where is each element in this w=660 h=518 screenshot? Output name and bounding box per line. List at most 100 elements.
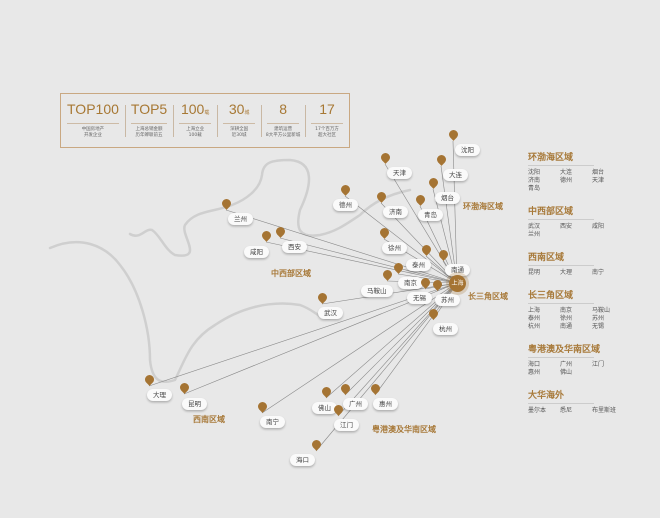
region-city: 布里斯班	[592, 407, 617, 414]
region-city: 天津	[592, 177, 605, 184]
stat-value-box: 8	[267, 100, 300, 124]
stat-value-box: 17	[311, 101, 344, 124]
stat-unit: 载	[204, 109, 210, 116]
route-line	[384, 163, 458, 284]
stat-caption: 8大平方公里新城	[265, 132, 301, 138]
region-city: 西安	[560, 223, 573, 230]
stat-unit: 城	[244, 109, 250, 116]
city-label[interactable]: 沈阳	[455, 144, 480, 156]
region-label: 中西部区域	[271, 269, 311, 278]
region-city-list: 海口 广州 江门 惠州 佛山	[528, 361, 638, 377]
city-label[interactable]: 大理	[147, 389, 172, 401]
city-label[interactable]: 惠州	[373, 398, 398, 410]
stat-item: 8 建筑运营 8大平方公里新城	[261, 101, 305, 141]
stat-value-box: TOP100	[67, 101, 119, 124]
city-label[interactable]: 江门	[334, 419, 359, 431]
city-label[interactable]: 苏州	[435, 294, 460, 306]
city-label[interactable]: 兰州	[228, 213, 253, 225]
stat-item: TOP100 中国房地产 开发企业	[61, 101, 125, 141]
region-city-list: 上海 南京 马鞍山 泰州 徐州 苏州 杭州 南通 无锡	[528, 307, 638, 331]
stat-value: 30	[228, 100, 245, 117]
route-line	[148, 282, 458, 387]
region-list-panel: 环渤海区域 沈阳 大连 烟台 济南 德州 天津 青岛 中西部区域 武汉 西安 咸阳 兰州 西南区域 昆明 大理…	[528, 150, 638, 426]
route-line	[279, 237, 458, 284]
region-city: 海口	[528, 361, 541, 368]
city-label[interactable]: 南宁	[260, 416, 285, 428]
region-group-title: 大华海外	[528, 388, 594, 404]
city-label[interactable]: 济南	[383, 206, 408, 218]
region-group: 粤港澳及华南区域 海口 广州 江门 惠州 佛山	[528, 342, 638, 377]
stat-caption: 上海立业	[186, 126, 205, 132]
city-label[interactable]: 武汉	[318, 307, 343, 319]
stat-caption: 超大社区	[318, 132, 337, 138]
city-label[interactable]: 天津	[387, 167, 412, 179]
region-city: 江门	[592, 361, 605, 368]
city-label[interactable]: 青岛	[418, 209, 443, 221]
region-city: 大连	[560, 169, 573, 176]
region-group: 长三角区域 上海 南京 马鞍山 泰州 徐州 苏州 杭州 南通 无锡	[528, 288, 638, 331]
region-city-list: 墨尔本 悉尼 布里斯班	[528, 407, 638, 415]
region-group: 中西部区域 武汉 西安 咸阳 兰州	[528, 204, 638, 239]
city-label[interactable]: 海口	[290, 454, 315, 466]
city-label[interactable]: 咸阳	[244, 246, 269, 258]
region-city: 马鞍山	[592, 307, 611, 314]
stat-caption: 17个百万方	[315, 126, 339, 132]
region-city: 咸阳	[592, 223, 605, 230]
stat-value: 8	[279, 100, 287, 117]
region-city: 泰州	[528, 315, 541, 322]
city-label[interactable]: 大连	[443, 169, 468, 181]
region-group-title: 西南区域	[528, 250, 594, 266]
city-label[interactable]: 德州	[333, 199, 358, 211]
city-label[interactable]: 马鞍山	[361, 285, 393, 297]
region-group-title: 粤港澳及华南区域	[528, 342, 600, 358]
city-label[interactable]: 昆明	[182, 398, 207, 410]
region-city-list: 沈阳 大连 烟台 济南 德州 天津 青岛	[528, 169, 638, 193]
region-city: 惠州	[528, 369, 541, 376]
stat-item: 17 17个百万方 超大社区	[305, 101, 349, 141]
stat-item: TOP5 上海总销金额 历年蝉联前五	[124, 100, 173, 141]
stat-caption: 上海总销金额	[135, 126, 163, 132]
region-city: 南宁	[592, 269, 605, 276]
hub-shanghai[interactable]: 上海	[449, 275, 466, 292]
stat-value-box: 30城	[223, 100, 256, 124]
stats-banner: TOP100 中国房地产 开发企业 TOP5 上海总销金额 历年蝉联前五 100载 上海立业 1…	[60, 93, 350, 148]
region-group-title: 中西部区域	[528, 204, 594, 220]
region-city-list: 昆明 大理 南宁	[528, 269, 638, 277]
stat-caption: 历年蝉联前五	[135, 132, 163, 138]
stat-item: 100载 上海立业 100载	[173, 101, 217, 141]
region-city: 烟台	[592, 169, 605, 176]
route-line	[344, 195, 458, 284]
region-city: 上海	[528, 307, 541, 314]
city-label[interactable]: 泰州	[406, 259, 431, 271]
city-label[interactable]: 广州	[343, 398, 368, 410]
route-line	[261, 282, 458, 414]
city-label[interactable]: 徐州	[382, 242, 407, 254]
city-label[interactable]: 南京	[398, 277, 423, 289]
stat-caption: 建筑运营	[274, 126, 293, 132]
city-label[interactable]: 南通	[445, 264, 470, 276]
region-group: 西南区域昆明 大理 南宁	[528, 250, 638, 277]
stat-caption: 开发企业	[83, 132, 102, 138]
region-label: 环渤海区域	[463, 202, 503, 211]
region-city: 青岛	[528, 185, 541, 192]
route-line	[452, 140, 458, 284]
region-group: 大华海外墨尔本 悉尼 布里斯班	[528, 388, 638, 415]
city-label[interactable]: 无锡	[407, 292, 432, 304]
region-city: 墨尔本	[528, 407, 547, 414]
city-label[interactable]: 杭州	[433, 323, 458, 335]
region-group-title: 环渤海区域	[528, 150, 594, 166]
region-label: 长三角区域	[468, 292, 508, 301]
region-group: 环渤海区域 沈阳 大连 烟台 济南 德州 天津 青岛	[528, 150, 638, 193]
city-label[interactable]: 烟台	[435, 192, 460, 204]
stat-caption: 深耕全国	[230, 126, 249, 132]
region-city: 南通	[560, 323, 573, 330]
region-city: 德州	[560, 177, 573, 184]
city-label[interactable]: 西安	[282, 241, 307, 253]
city-label[interactable]: 佛山	[312, 402, 337, 414]
region-city: 杭州	[528, 323, 541, 330]
region-label: 西南区域	[193, 415, 225, 424]
stat-value: TOP5	[130, 100, 168, 117]
region-city: 徐州	[560, 315, 573, 322]
region-city: 沈阳	[528, 169, 541, 176]
region-city: 武汉	[528, 223, 541, 230]
